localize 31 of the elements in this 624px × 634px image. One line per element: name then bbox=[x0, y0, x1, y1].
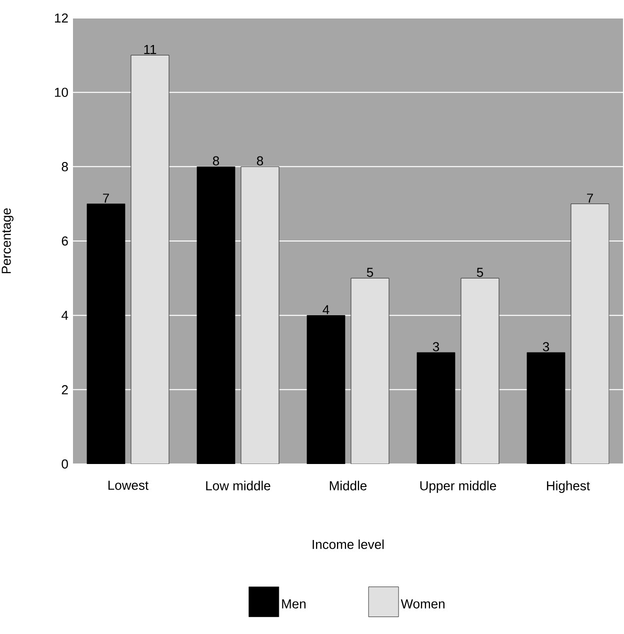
legend-label: Men bbox=[282, 599, 306, 608]
data-label: 7 bbox=[103, 194, 109, 203]
bar bbox=[570, 204, 610, 464]
data-label: 5 bbox=[476, 268, 484, 277]
y-tick-label: 4 bbox=[62, 310, 68, 320]
y-axis-title: Percentage bbox=[2, 208, 14, 274]
y-tick-label: 0 bbox=[62, 459, 68, 469]
data-label: 8 bbox=[256, 156, 264, 166]
y-tick-label: 10 bbox=[54, 88, 68, 97]
x-axis-title: Income level bbox=[312, 539, 384, 550]
y-tick-label: 8 bbox=[62, 162, 68, 172]
y-tick-label: 2 bbox=[62, 385, 68, 394]
x-tick-label: Lowest bbox=[108, 480, 148, 490]
bar bbox=[240, 166, 280, 464]
data-label: 4 bbox=[322, 305, 330, 314]
bar bbox=[130, 54, 170, 464]
x-tick-label: Low middle bbox=[206, 480, 270, 490]
y-tick-label: 12 bbox=[54, 13, 68, 23]
x-tick-label: Upper middle bbox=[420, 480, 496, 493]
bar bbox=[460, 278, 500, 464]
y-tick-label: 6 bbox=[62, 236, 68, 246]
data-label: 8 bbox=[212, 156, 220, 166]
data-label: 3 bbox=[432, 342, 440, 352]
legend-label: Women bbox=[400, 599, 444, 608]
data-label: 3 bbox=[542, 342, 550, 352]
data-label: 11 bbox=[144, 45, 156, 54]
x-tick-label: Highest bbox=[547, 480, 590, 493]
x-tick-label: Middle bbox=[330, 480, 367, 490]
bar bbox=[350, 278, 390, 464]
data-label: 5 bbox=[366, 268, 374, 277]
data-label: 7 bbox=[587, 194, 593, 203]
